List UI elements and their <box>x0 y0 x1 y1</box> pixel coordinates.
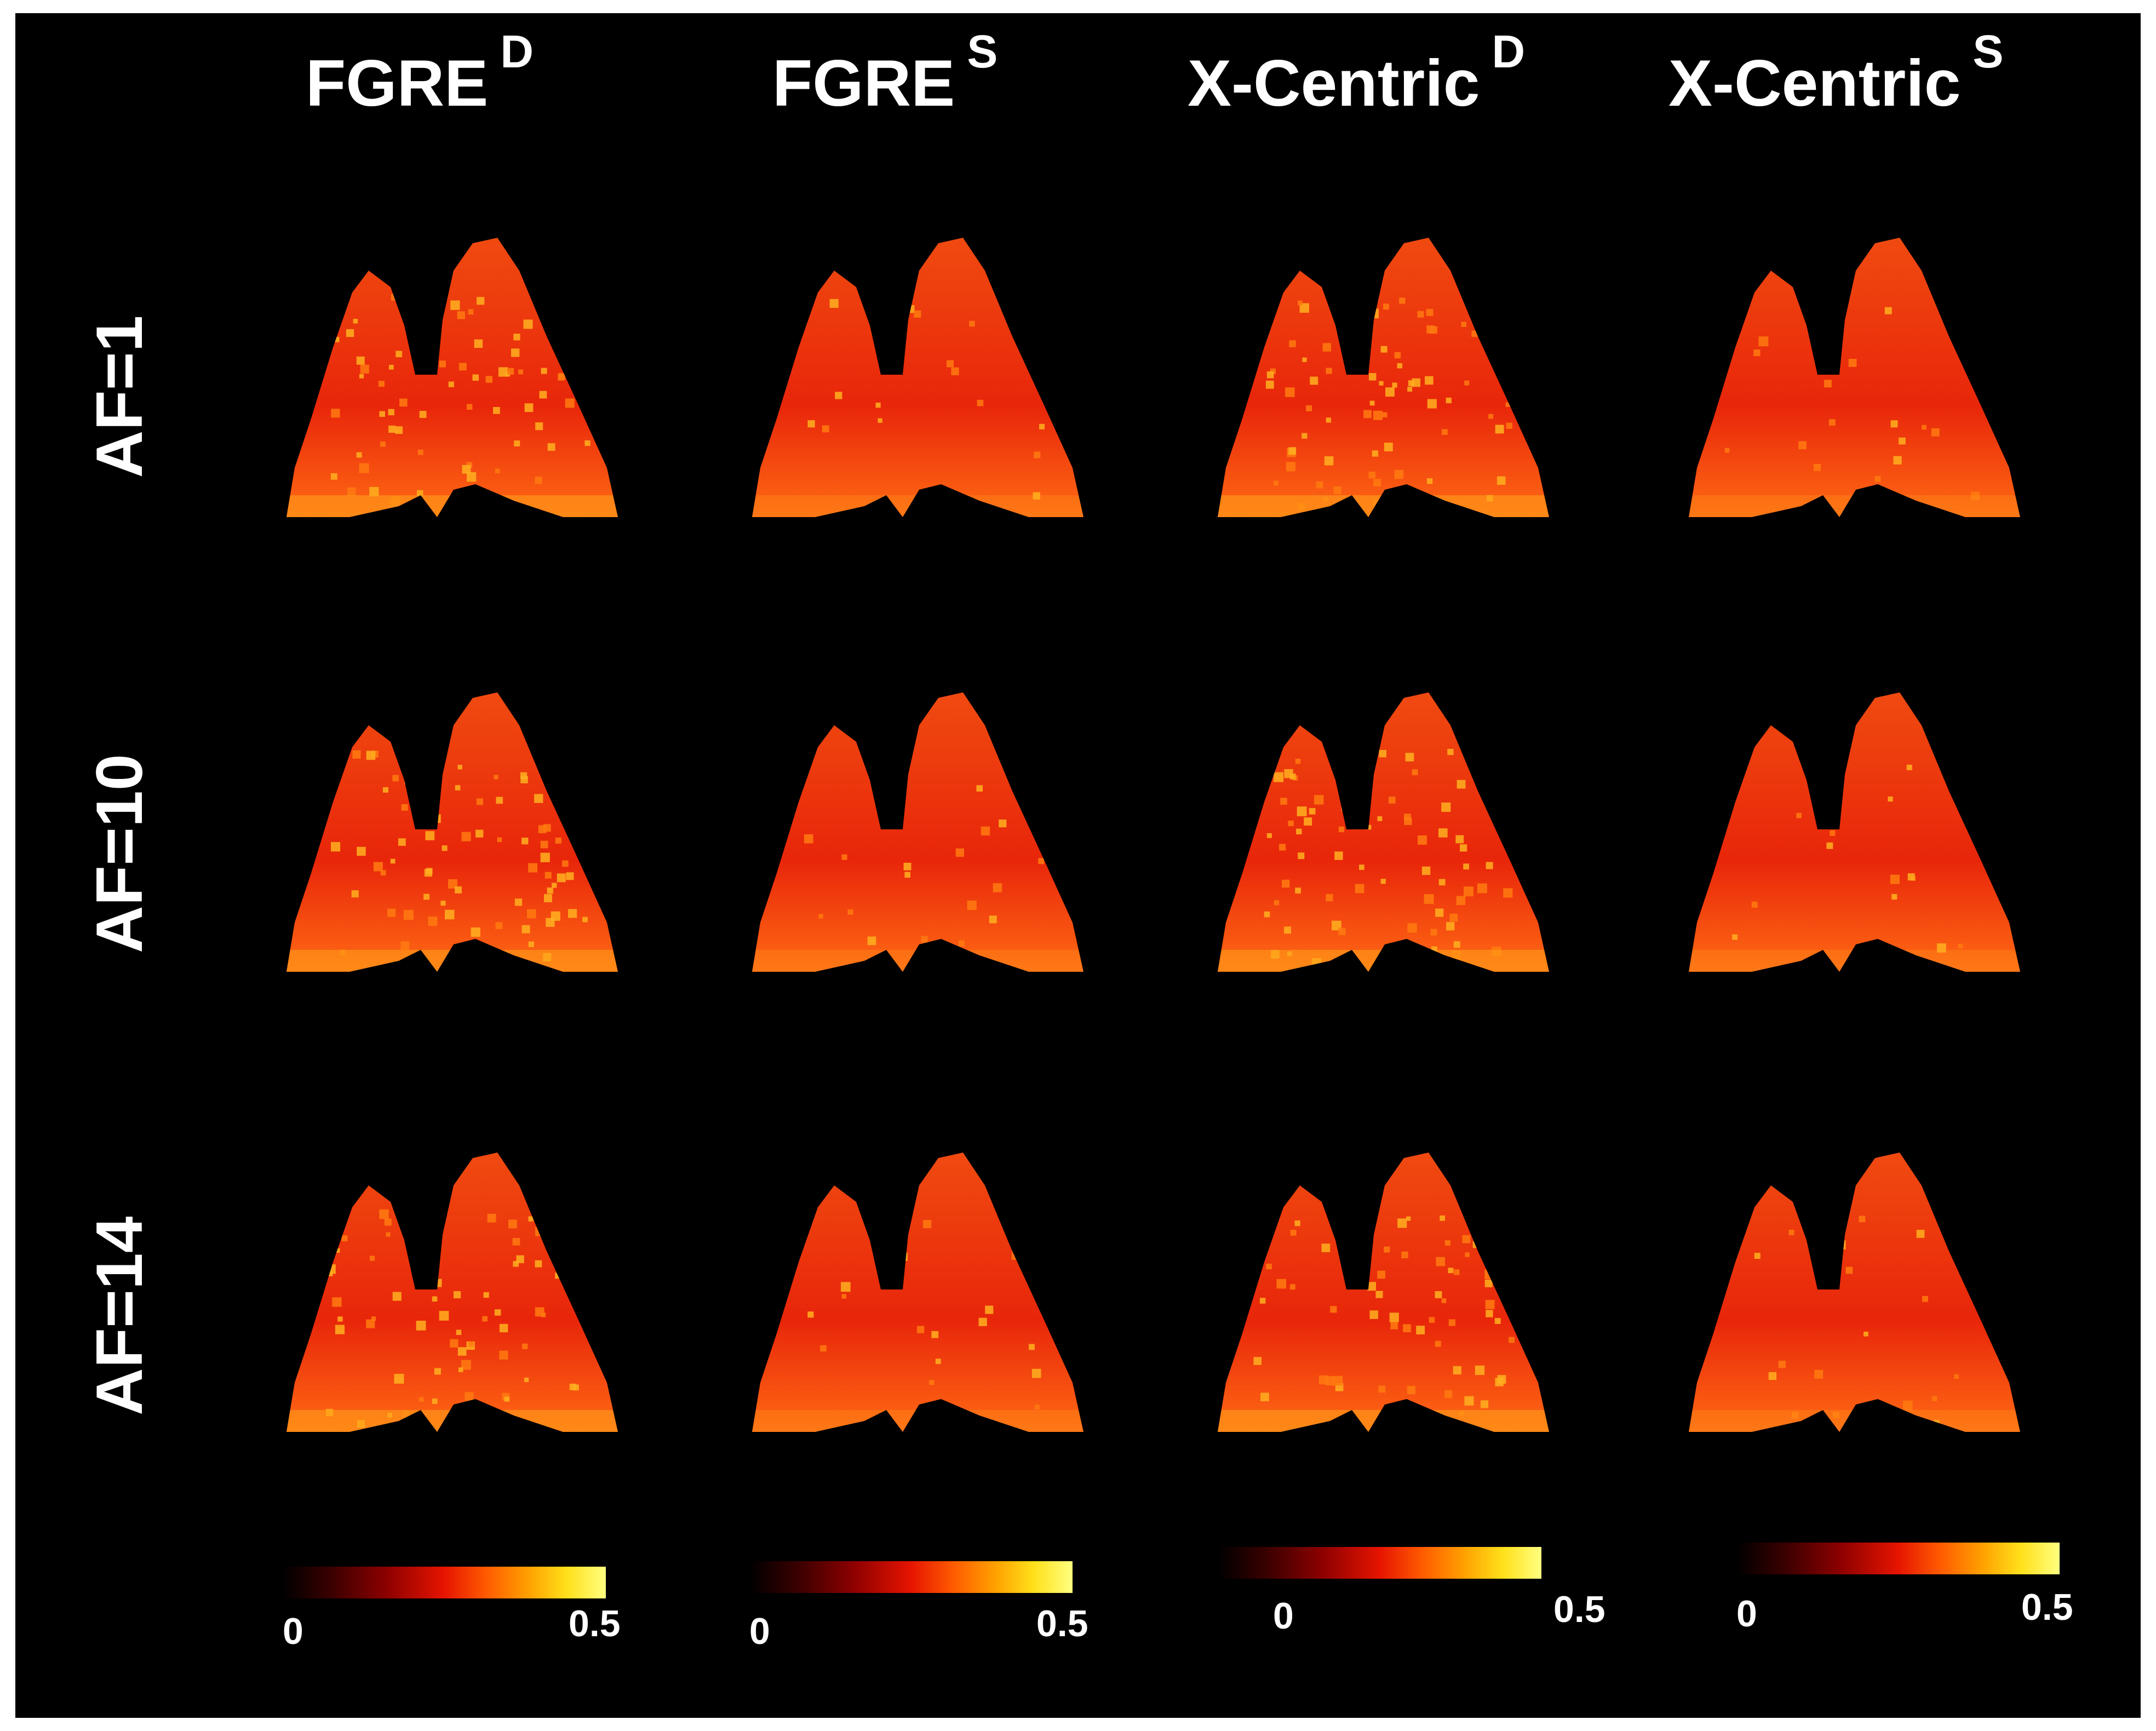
colorbar-xcentric-d <box>1218 1547 1541 1579</box>
column-header-fgre-s: FGRE S <box>772 28 997 116</box>
lung-map-fgre-d-af10 <box>256 665 706 1038</box>
lung-map-fgre-d-af14 <box>256 1125 706 1498</box>
figure-canvas: FGRE D FGRE S X-Centric D X-Centric S AF=1 A… <box>15 13 2141 1718</box>
colorbar-min-label: 0 <box>1736 1593 1757 1635</box>
row-label-af1: AF=1 <box>83 315 156 478</box>
column-header-superscript: S <box>1972 26 2004 77</box>
column-header-label: X-Centric <box>1188 47 1480 120</box>
row-label-af10: AF=10 <box>83 754 156 953</box>
lung-map-xcentric-s-af14 <box>1659 1125 2108 1498</box>
colorbar-fgre-s <box>749 1561 1073 1593</box>
lung-map-fgre-s-af1 <box>722 210 1171 583</box>
colorbar-min-label: 0 <box>283 1610 303 1652</box>
lung-map-xcentric-d-af14 <box>1188 1125 1637 1498</box>
lung-map-xcentric-d-af10 <box>1188 665 1637 1038</box>
colorbar-min-label: 0 <box>1273 1595 1294 1637</box>
colorbar-max-label: 0.5 <box>1553 1589 1605 1630</box>
colorbar-min-label: 0 <box>749 1610 770 1652</box>
column-header-label: FGRE <box>772 47 955 120</box>
column-header-fgre-d: FGRE D <box>306 28 534 116</box>
column-header-label: FGRE <box>306 47 489 120</box>
column-header-superscript: D <box>500 26 534 77</box>
lung-map-xcentric-s-af10 <box>1659 665 2108 1038</box>
colorbar-fgre-d <box>283 1567 606 1598</box>
colorbar-xcentric-s <box>1736 1543 2060 1574</box>
column-header-label: X-Centric <box>1668 47 1961 120</box>
lung-map-xcentric-s-af1 <box>1659 210 2108 583</box>
column-header-superscript: S <box>967 26 998 77</box>
colorbar-max-label: 0.5 <box>569 1603 621 1644</box>
row-label-af14: AF=14 <box>83 1216 156 1415</box>
column-header-superscript: D <box>1492 26 1526 77</box>
column-header-xcentric-d: X-Centric D <box>1188 28 1525 116</box>
column-header-xcentric-s: X-Centric S <box>1668 28 2003 116</box>
lung-map-fgre-s-af10 <box>722 665 1171 1038</box>
lung-map-fgre-s-af14 <box>722 1125 1171 1498</box>
colorbar-max-label: 0.5 <box>1036 1603 1088 1644</box>
lung-map-fgre-d-af1 <box>256 210 706 583</box>
colorbar-max-label: 0.5 <box>2021 1586 2073 1628</box>
lung-map-xcentric-d-af1 <box>1188 210 1637 583</box>
